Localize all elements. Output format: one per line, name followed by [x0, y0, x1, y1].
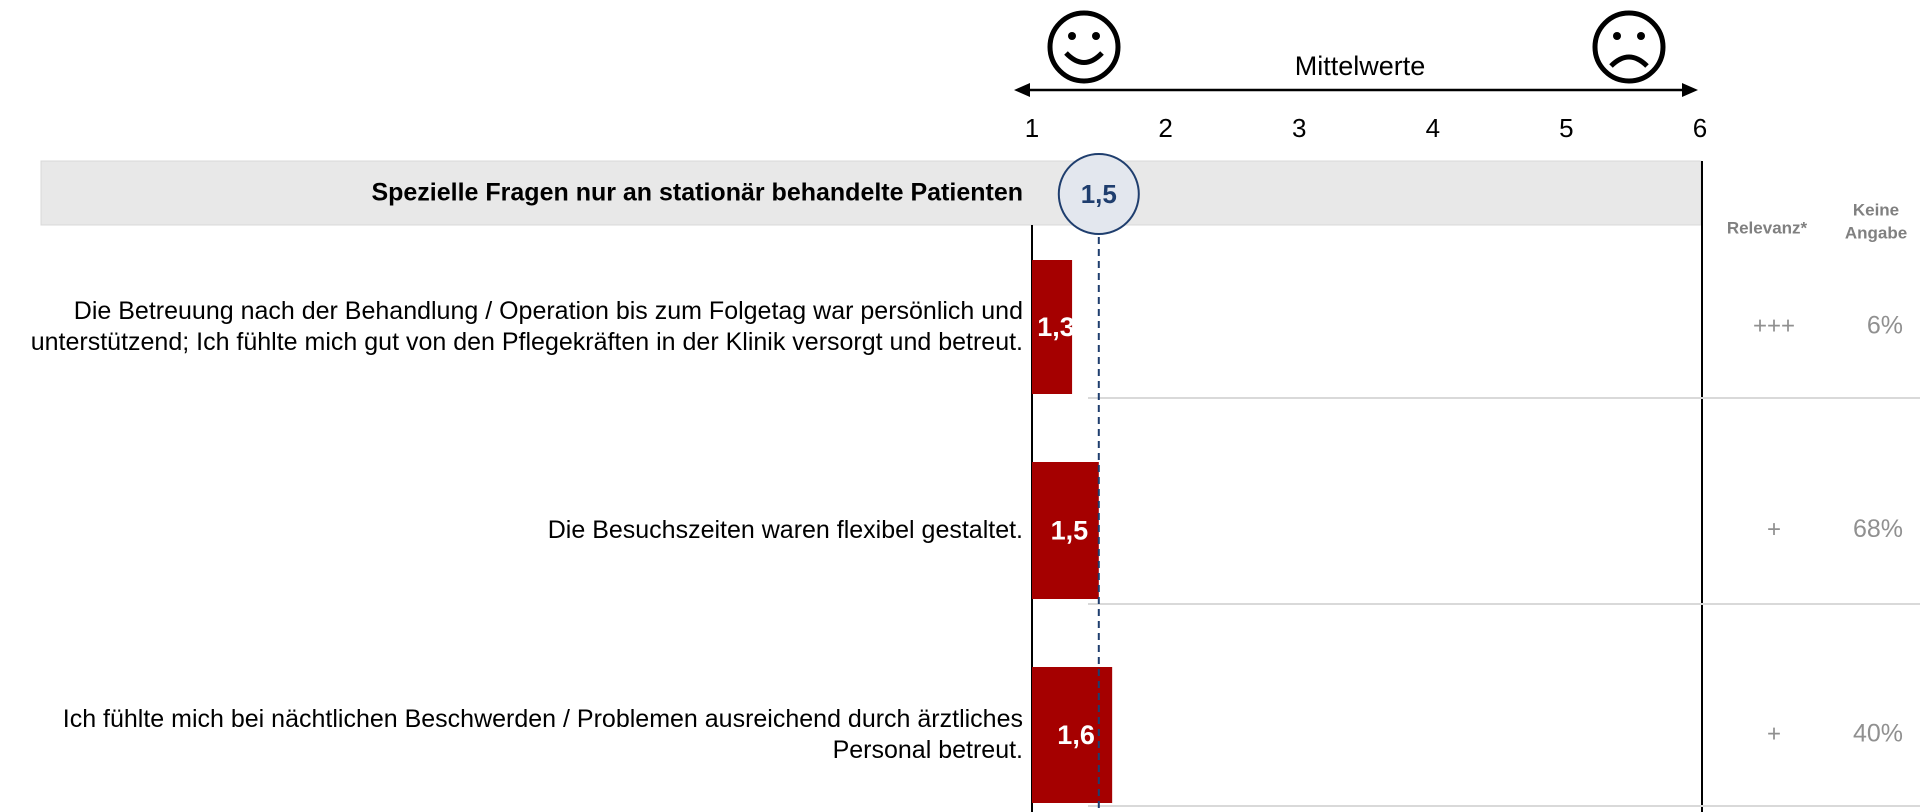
x-tick-label: 1	[1025, 113, 1039, 143]
x-tick-label: 4	[1426, 113, 1440, 143]
no-answer: 40%	[1853, 720, 1903, 748]
no-answer: 6%	[1867, 312, 1903, 340]
bar	[1032, 260, 1073, 394]
x-tick-label: 5	[1559, 113, 1573, 143]
axis-label: Mittelwerte	[1295, 51, 1426, 81]
relevance: +	[1767, 720, 1781, 747]
x-tick-label: 3	[1292, 113, 1306, 143]
x-tick-label: 6	[1693, 113, 1707, 143]
column-header: Angabe	[1845, 223, 1907, 242]
category-label: Die Besuchszeiten waren flexibel gestalt…	[547, 516, 1023, 544]
bar	[1032, 462, 1099, 599]
value-label: 1,3	[1037, 312, 1075, 342]
axis-arrow	[1014, 83, 1698, 97]
value-label: 1,5	[1051, 516, 1089, 546]
mean-label: 1,5	[1081, 179, 1117, 209]
column-header: Keine	[1853, 200, 1899, 219]
happy-face	[1047, 10, 1121, 84]
column-header: Relevanz*	[1727, 218, 1808, 237]
relevance: +++	[1753, 312, 1795, 339]
x-tick-label: 2	[1158, 113, 1172, 143]
value-label: 1,6	[1057, 720, 1095, 750]
section-title: Spezielle Fragen nur an stationär behand…	[371, 179, 1023, 207]
mean-bubble	[1057, 153, 1140, 235]
sad-face	[1592, 10, 1666, 84]
category-label: Ich fühlte mich bei nächtlichen Beschwer…	[62, 705, 1023, 764]
section-band	[40, 160, 1702, 226]
category-label: Die Betreuung nach der Behandlung / Oper…	[30, 297, 1023, 356]
no-answer: 68%	[1853, 515, 1903, 543]
relevance: +	[1767, 516, 1781, 543]
